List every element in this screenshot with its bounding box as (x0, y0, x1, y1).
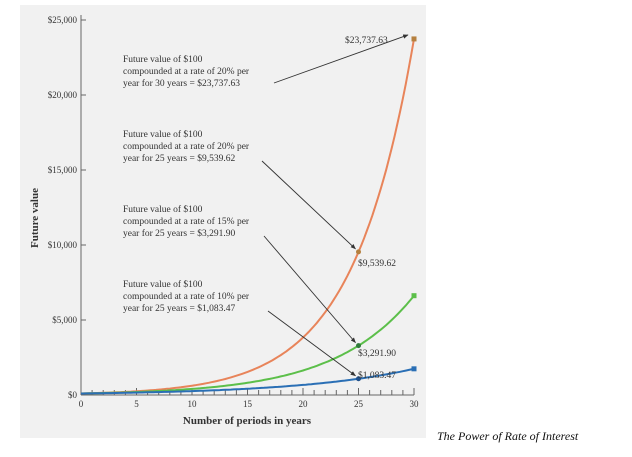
y-axis-label: Future value (29, 188, 41, 248)
annotation-arrow (263, 235, 356, 344)
annotation-text: compounded at a rate of 20% per (123, 66, 250, 77)
annotation-arrow (273, 34, 409, 84)
x-tick-label: 5 (134, 399, 139, 409)
annotation-text: year for 25 years = $9,539.62 (123, 153, 235, 164)
annotation-text: Future value of $100 (123, 129, 203, 140)
annotation-text: compounded at a rate of 20% per (123, 141, 250, 152)
x-tick-label: 15 (243, 399, 253, 409)
x-tick-label: 25 (354, 399, 364, 409)
annotation-arrow (267, 310, 356, 377)
y-tick-label: $15,000 (48, 165, 78, 175)
annotation-text: compounded at a rate of 15% per (123, 216, 250, 227)
annotation-text: Future value of $100 (123, 279, 203, 290)
y-tick-label: $25,000 (48, 15, 78, 25)
point-value-label: $3,291.90 (358, 348, 396, 359)
data-point-marker (356, 376, 361, 382)
data-point-marker (356, 249, 361, 255)
y-tick-label: $20,000 (48, 90, 78, 100)
annotation-text: compounded at a rate of 10% per (123, 291, 250, 302)
annotation-text: year for 25 years = $3,291.90 (123, 228, 235, 239)
y-tick-label: $0 (68, 390, 78, 400)
series-end-marker (411, 36, 417, 42)
chart-panel (20, 5, 426, 438)
annotation-text: Future value of $100 (123, 54, 203, 65)
series-end-marker (411, 366, 417, 372)
annotation-text: year for 30 years = $23,737.63 (123, 78, 240, 89)
annotation-arrow (261, 160, 356, 250)
y-tick-label: $10,000 (48, 240, 78, 250)
data-point-marker (356, 343, 361, 349)
annotation-text: Future value of $100 (123, 204, 203, 215)
point-value-label: $23,737.63 (345, 35, 388, 46)
x-tick-label: 20 (299, 399, 309, 409)
point-value-label: $9,539.62 (358, 258, 396, 269)
x-tick-label: 10 (188, 399, 198, 409)
point-value-label: $1,083.47 (358, 370, 396, 381)
series-end-marker (411, 293, 417, 299)
x-tick-label: 0 (79, 399, 84, 409)
x-axis-label: Number of periods in years (183, 415, 312, 427)
caption: The Power of Rate of Interest (437, 429, 579, 443)
y-tick-label: $5,000 (52, 315, 77, 325)
annotation-text: year for 25 years = $1,083.47 (123, 303, 235, 314)
x-tick-label: 30 (410, 399, 420, 409)
